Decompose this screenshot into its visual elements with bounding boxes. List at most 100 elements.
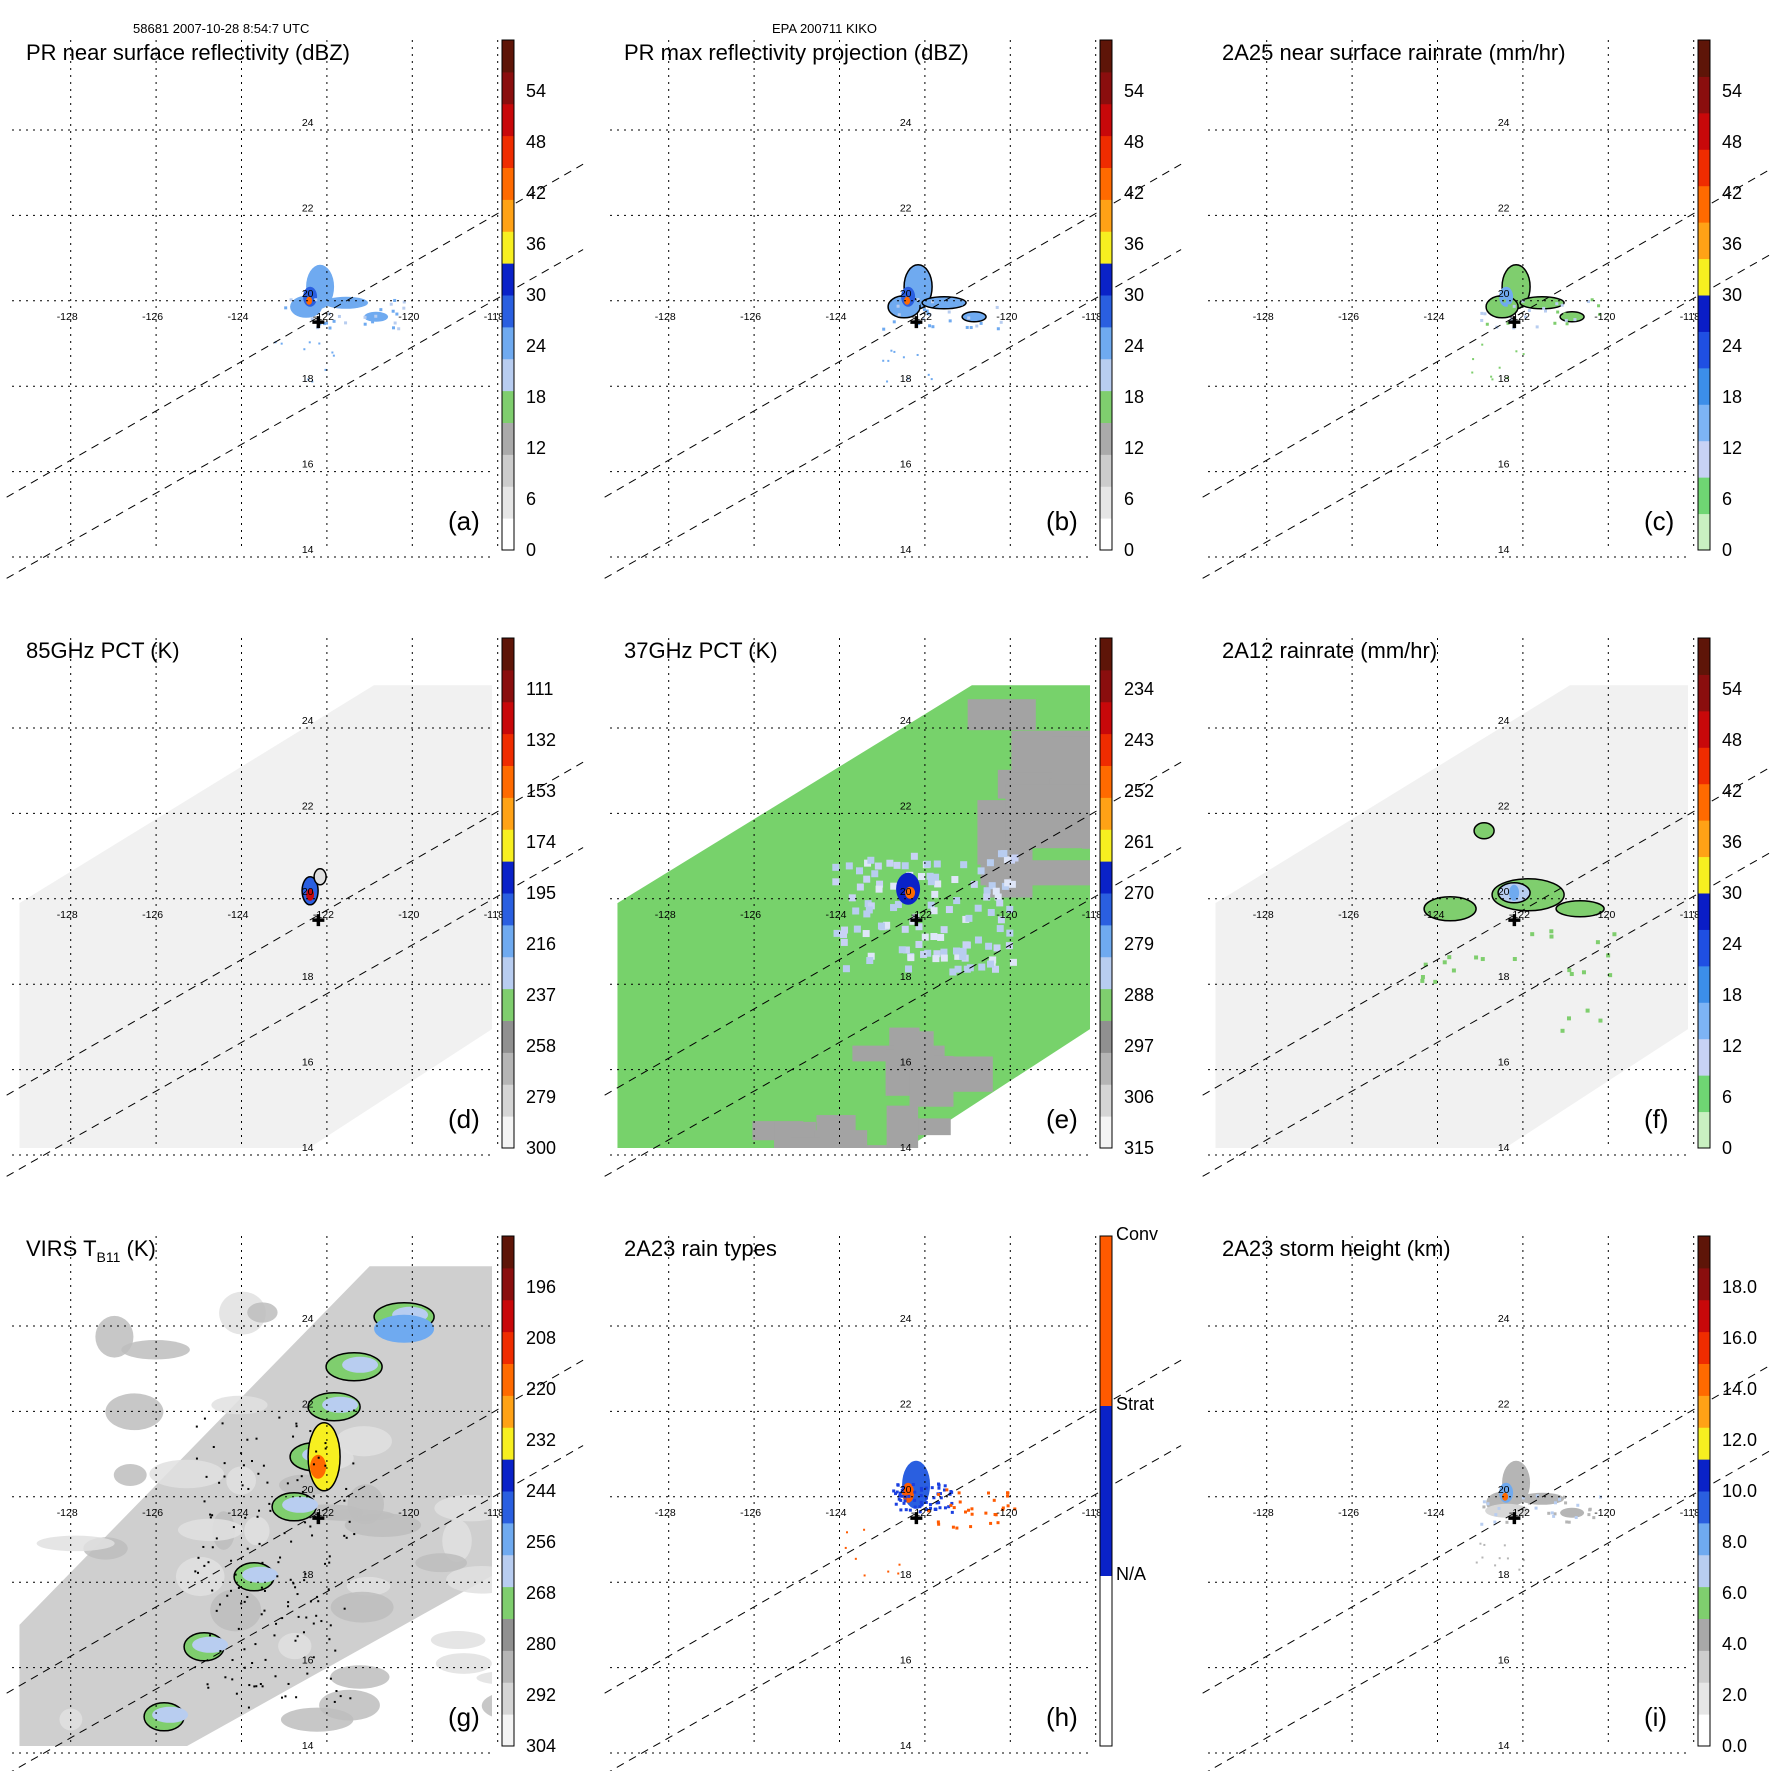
colorbar-tick: 111	[526, 679, 553, 699]
precip-pixel	[995, 305, 999, 309]
lat-label: 24	[302, 117, 314, 129]
precip-pixel	[363, 322, 367, 326]
precip-pixel	[334, 1649, 337, 1652]
precip-pixel	[943, 1484, 947, 1488]
precip-pixel	[1563, 312, 1567, 316]
lat-label: 20	[302, 1484, 314, 1496]
precip-pixel	[1506, 321, 1510, 325]
precip-pixel	[977, 867, 985, 875]
precip-pixel	[223, 1462, 226, 1465]
pr-swath-edge	[1202, 253, 1771, 579]
precip-pixel	[1555, 302, 1559, 306]
precip-pixel	[1004, 879, 1012, 887]
precip-pixel	[893, 861, 901, 869]
precip-pixel	[339, 304, 343, 308]
precip-pixel	[306, 1672, 309, 1675]
precip-pixel	[287, 1682, 290, 1685]
precip-pixel	[1598, 312, 1602, 316]
storm-center-marker	[910, 914, 923, 927]
colorbar-category-label: Strat	[1116, 1394, 1154, 1414]
precip-pixel	[263, 1609, 266, 1612]
precip-pixel	[273, 1634, 276, 1637]
precip-pixel	[231, 1678, 234, 1681]
colorbar-tick: 243	[1124, 730, 1154, 750]
precip-pixel	[929, 1506, 933, 1510]
cloud-patch	[330, 1591, 394, 1623]
colorbar-tick: 153	[526, 781, 556, 801]
colorbar-segment	[1698, 1236, 1710, 1269]
colorbar-tick: 24	[526, 336, 546, 356]
precip-pixel	[918, 1505, 922, 1509]
precip-pixel	[1535, 325, 1539, 329]
lon-label: -120	[398, 1507, 419, 1519]
precip-pixel	[993, 1512, 997, 1516]
precip-pixel	[975, 324, 979, 328]
colorbar-segment	[1698, 1427, 1710, 1460]
colorbar-segment	[1100, 893, 1112, 926]
precip-pixel	[953, 947, 961, 955]
lat-label: 18	[900, 1569, 912, 1581]
precip-pixel	[964, 1510, 968, 1514]
panel-label: (i)	[1644, 1702, 1667, 1732]
cloud-patch	[430, 1631, 486, 1650]
precip-cell	[152, 1706, 189, 1723]
precip-pixel	[197, 1556, 200, 1559]
colorbar: 0.0 2.0 4.0 6.0 8.0 10.0 12.0 14.0 16.0 18.0	[1697, 1235, 1757, 1756]
lon-label: -126	[142, 311, 163, 323]
precip-pixel	[947, 310, 951, 314]
gray-patch	[894, 1031, 934, 1060]
precip-pixel	[296, 1635, 299, 1638]
precip-pixel	[1001, 1508, 1005, 1512]
precip-pixel	[927, 373, 930, 376]
colorbar-segment	[502, 1586, 514, 1619]
colorbar-segment	[1100, 638, 1112, 671]
precip-pixel	[1481, 1556, 1484, 1559]
precip-pixel	[246, 1438, 249, 1441]
precip-pixel	[937, 1522, 941, 1526]
precip-pixel	[959, 302, 963, 306]
precip-pixel	[930, 1486, 934, 1490]
lon-label: -124	[228, 909, 249, 921]
gray-patch	[1005, 784, 1090, 849]
gray-patch	[899, 1173, 939, 1204]
lon-label: -124	[826, 909, 847, 921]
colorbar-tick: 12	[1124, 438, 1144, 458]
colorbar-tick: 54	[1722, 81, 1742, 101]
precip-pixel	[1549, 934, 1554, 939]
precip-pixel	[897, 313, 901, 317]
lat-label: 16	[302, 459, 314, 471]
precip-pixel	[1001, 1506, 1005, 1510]
precip-pixel	[253, 1685, 256, 1688]
precip-pixel	[928, 313, 932, 317]
precip-pixel	[938, 1492, 942, 1496]
precip-pixel	[882, 359, 885, 362]
precip-pixel	[852, 907, 860, 915]
colorbar-segment	[502, 486, 514, 519]
cloud-patch	[280, 1707, 354, 1732]
precip-pixel	[983, 893, 991, 901]
precip-pixel	[925, 309, 929, 313]
precip-pixel	[930, 300, 934, 304]
precip-pixel	[324, 1442, 327, 1445]
colorbar-tick: 6	[1722, 489, 1732, 509]
precip-pixel	[266, 1481, 269, 1484]
precip-pixel	[915, 923, 923, 931]
precip-pixel	[260, 1613, 263, 1616]
lon-label: -120	[996, 1507, 1017, 1519]
precip-pixel	[307, 378, 310, 381]
colorbar-tick: 48	[1722, 730, 1742, 750]
colorbar-segment	[502, 701, 514, 735]
pr-swath-edge	[11, 1445, 584, 1771]
lon-label: -118	[1082, 1507, 1102, 1519]
pr-swath-edge	[1202, 1364, 1771, 1694]
colorbar-tick: 237	[526, 985, 556, 1005]
precip-pixel	[223, 1475, 226, 1478]
precip-pixel	[349, 300, 353, 304]
precip-pixel	[263, 1589, 266, 1592]
colorbar-tick: 315	[1124, 1138, 1154, 1158]
colorbar-segment	[1100, 326, 1112, 360]
precip-pixel	[950, 1501, 954, 1505]
colorbar-segment	[1698, 76, 1710, 114]
precip-pixel	[1482, 1505, 1486, 1509]
colorbar: Conv Strat N/A	[1099, 1224, 1158, 1747]
